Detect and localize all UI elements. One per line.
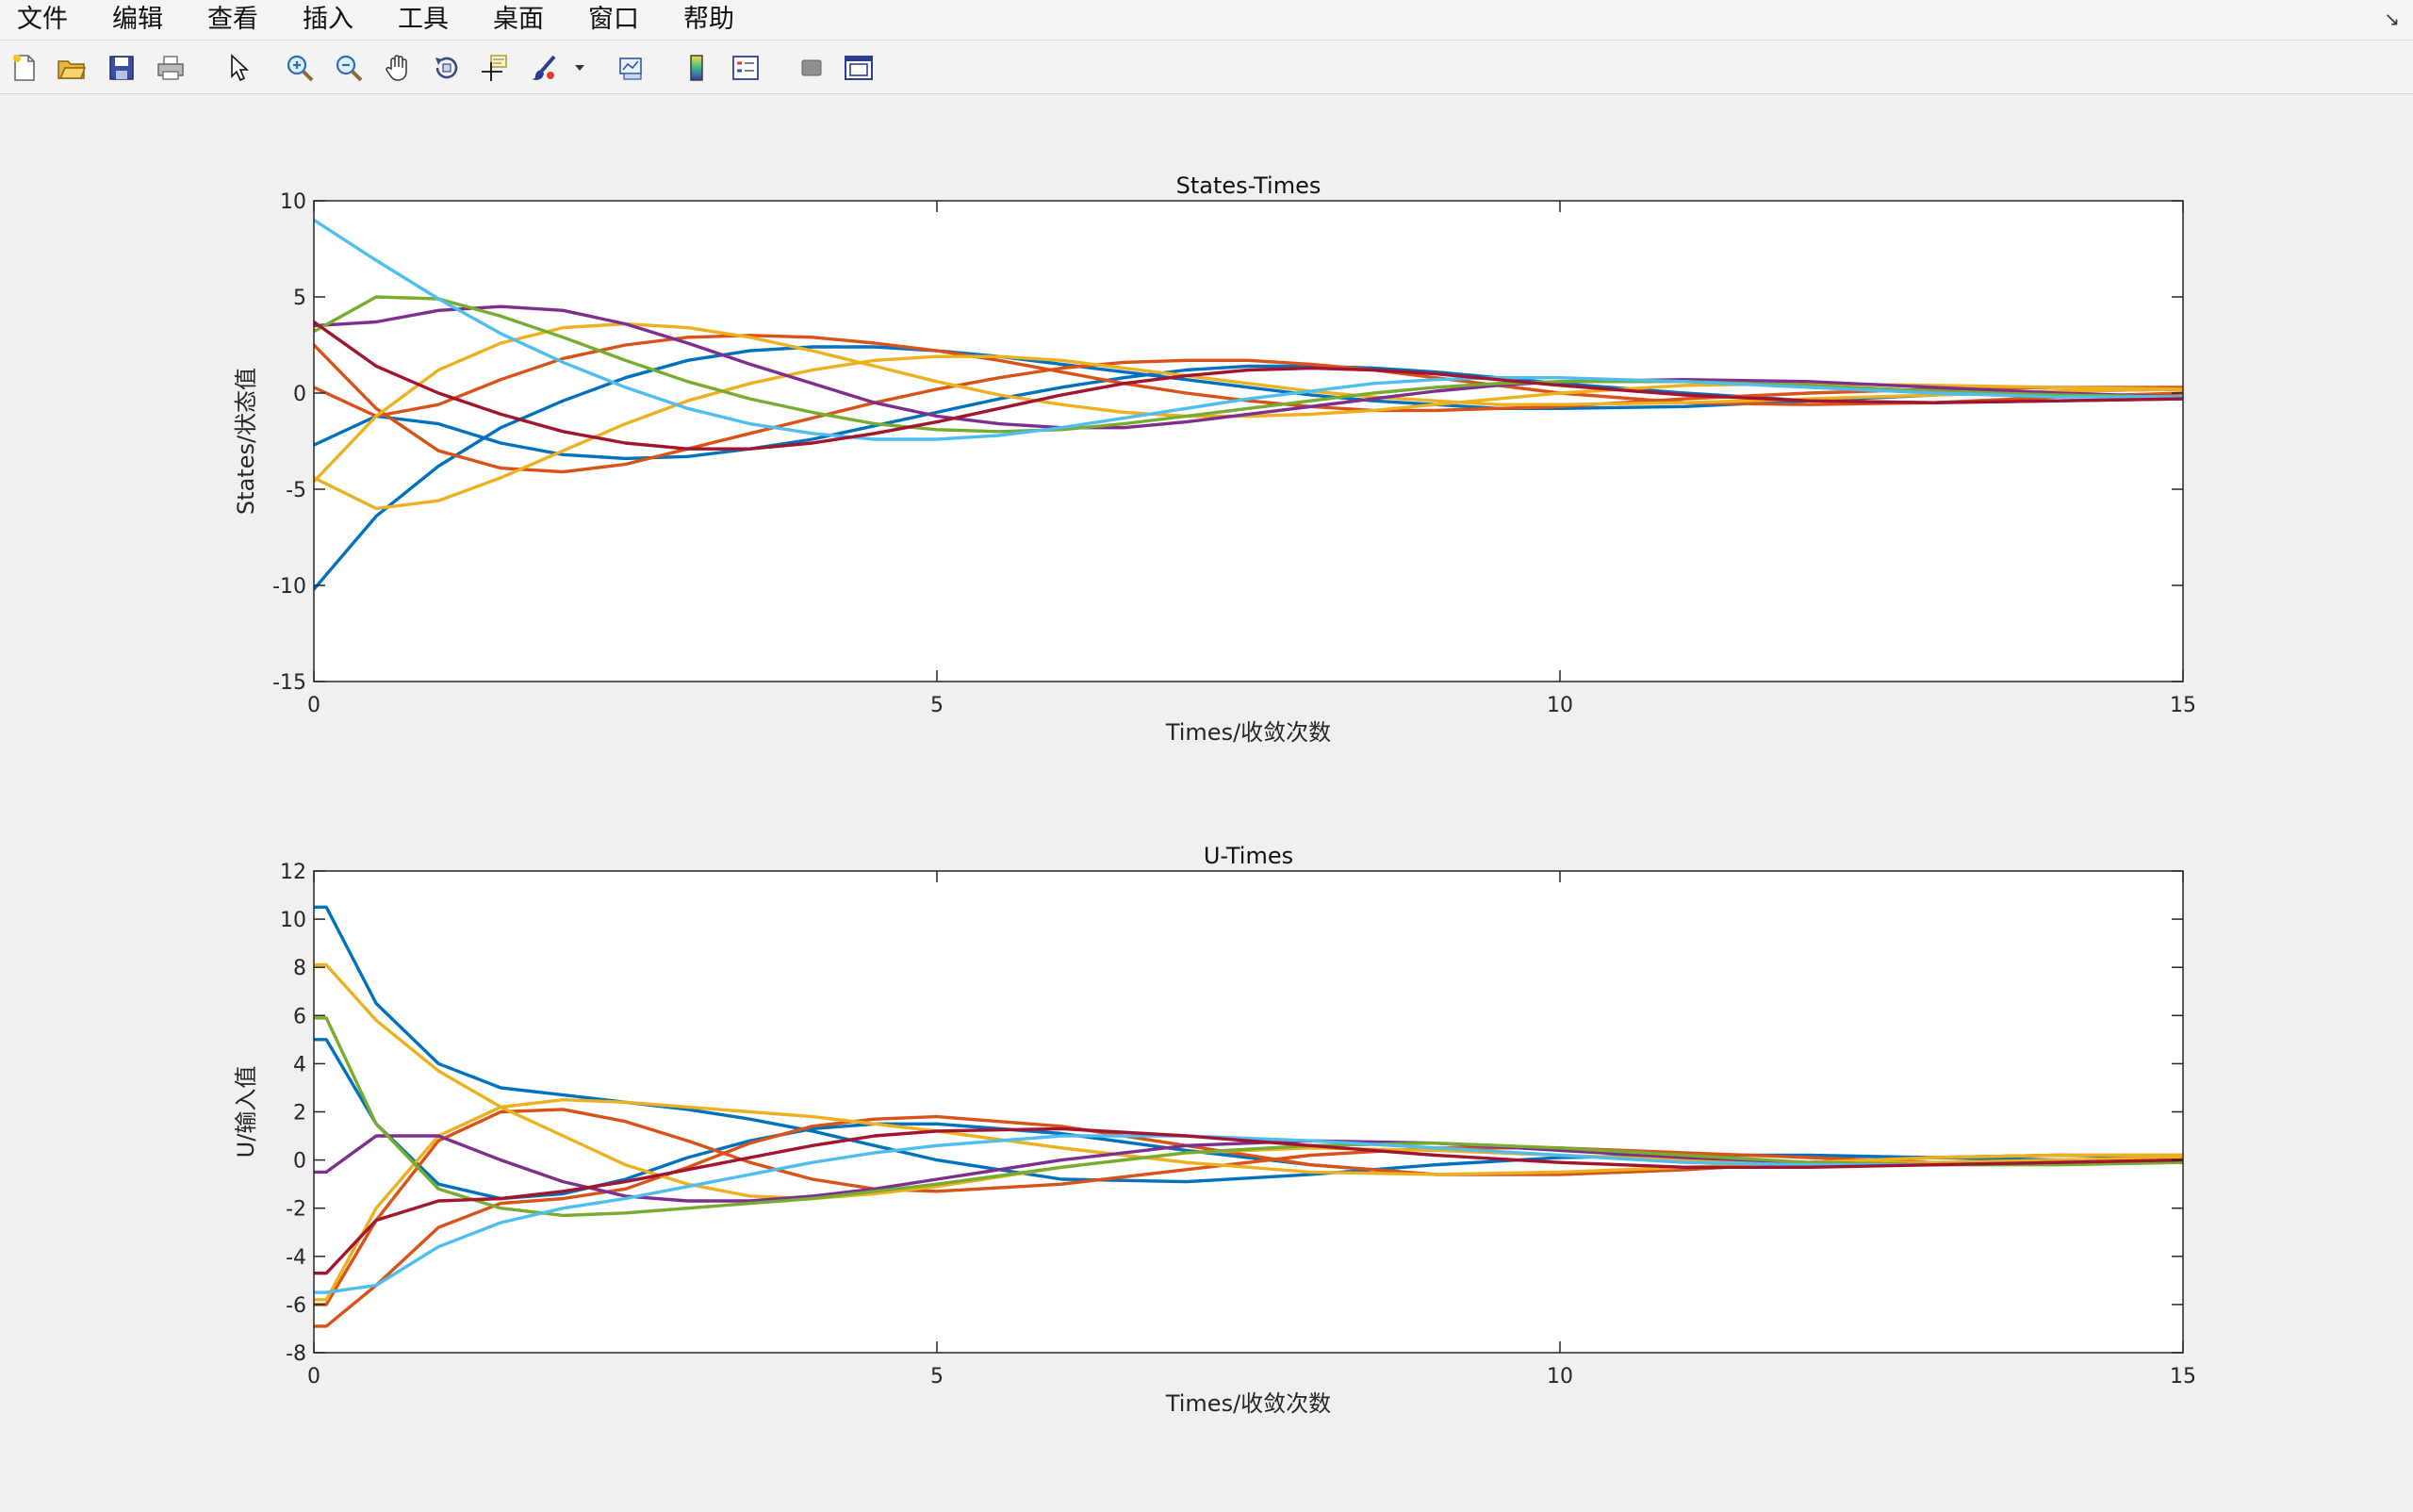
y-axis-label: U/输入值 <box>233 1066 259 1159</box>
series-line-x1 <box>314 345 2183 591</box>
y-tick-label: 0 <box>293 383 306 406</box>
series-line-x2 <box>314 364 2183 461</box>
y-tick-label: -2 <box>286 1198 306 1222</box>
y-tick-label: -8 <box>286 1342 306 1366</box>
chart-title: States-Times <box>1176 173 1321 199</box>
brush-dropdown-icon[interactable] <box>567 50 592 86</box>
menu-desktop[interactable]: 桌面 <box>493 5 544 34</box>
y-tick-label: 10 <box>280 190 306 214</box>
menu-view[interactable]: 查看 <box>207 5 258 34</box>
y-tick-label: 5 <box>293 287 306 310</box>
legend-icon[interactable] <box>728 50 763 86</box>
x-tick-label: 0 <box>307 694 320 717</box>
series-line-x10 <box>314 320 2183 451</box>
figure-canvas: 0 5 10 15 -15 -10 -5 0 5 10 States-Times Times/收敛次数… <box>0 94 2413 1508</box>
y-tick-label: 4 <box>293 1053 306 1076</box>
open-folder-icon[interactable] <box>54 50 90 86</box>
y-tick-label: 10 <box>280 909 306 932</box>
x-axis-label: Times/收敛次数 <box>1165 719 1331 746</box>
y-tick-label: 8 <box>293 957 306 980</box>
y-tick-label: -5 <box>286 479 306 502</box>
axes-2: 0 5 10 15 -8 -6 -4 -2 0 2 4 6 8 10 12 U-Times Times/收敛次数… <box>233 843 2196 1417</box>
plot-area <box>314 871 2183 1353</box>
print-icon[interactable] <box>153 50 189 86</box>
y-tick-label: 6 <box>293 1005 306 1028</box>
y-tick-label: 0 <box>293 1150 306 1174</box>
series-line-x6 <box>314 354 2183 511</box>
y-tick-label: -10 <box>272 575 306 599</box>
axes-box <box>313 200 2184 682</box>
data-cursor-icon[interactable] <box>476 50 512 86</box>
y-tick-label: 12 <box>280 861 306 884</box>
new-file-icon[interactable] <box>7 50 42 86</box>
x-tick-label: 5 <box>930 694 944 717</box>
series-line-u9 <box>314 1134 2183 1294</box>
link-plot-icon[interactable] <box>614 50 649 86</box>
x-axis-label: Times/收敛次数 <box>1165 1390 1331 1417</box>
pointer-icon[interactable] <box>221 50 256 86</box>
x-tick-label: 15 <box>2170 1365 2196 1389</box>
series-line-x9 <box>314 218 2183 441</box>
brush-icon[interactable] <box>526 50 562 86</box>
y-tick-label: -15 <box>272 671 306 695</box>
menu-bar: 文件 编辑 查看 插入 工具 桌面 窗口 帮助 ↘ <box>0 0 2413 41</box>
y-tick-label: -6 <box>286 1294 306 1318</box>
zoom-in-icon[interactable] <box>282 50 318 86</box>
menubar-collapse-icon[interactable]: ↘ <box>2384 8 2400 30</box>
dock-figure-icon[interactable] <box>841 50 877 86</box>
series-group <box>314 905 2183 1328</box>
x-tick-label: 10 <box>1547 1365 1573 1389</box>
figure-toolbar <box>0 41 2413 94</box>
zoom-out-icon[interactable] <box>331 50 367 86</box>
menu-file[interactable]: 文件 <box>17 5 68 34</box>
hide-tools-icon[interactable] <box>794 50 829 86</box>
chart-title: U-Times <box>1204 843 1293 869</box>
x-tick-label: 10 <box>1547 694 1573 717</box>
y-tick-label: -4 <box>286 1246 306 1270</box>
series-line-x5 <box>314 321 2183 484</box>
series-line-u10 <box>314 1126 2183 1275</box>
menu-edit[interactable]: 编辑 <box>112 5 163 34</box>
series-group <box>314 218 2183 591</box>
pan-hand-icon[interactable] <box>380 50 416 86</box>
rotate-3d-icon[interactable] <box>429 50 465 86</box>
save-icon[interactable] <box>104 50 140 86</box>
plot-area <box>314 201 2183 682</box>
y-axis-label: States/状态值 <box>233 368 259 515</box>
colorbar-icon[interactable] <box>679 50 714 86</box>
axes-1: 0 5 10 15 -15 -10 -5 0 5 10 States-Times Times/收敛次数… <box>233 173 2196 746</box>
x-tick-label: 15 <box>2170 694 2196 717</box>
menu-window[interactable]: 窗口 <box>588 5 639 34</box>
x-tick-label: 5 <box>930 1365 944 1389</box>
menu-insert[interactable]: 插入 <box>303 5 353 34</box>
menu-help[interactable]: 帮助 <box>683 5 734 34</box>
x-tick-label: 0 <box>307 1365 320 1389</box>
menu-tools[interactable]: 工具 <box>398 5 449 34</box>
y-tick-label: 2 <box>293 1102 306 1126</box>
series-line-x4 <box>314 334 2183 419</box>
